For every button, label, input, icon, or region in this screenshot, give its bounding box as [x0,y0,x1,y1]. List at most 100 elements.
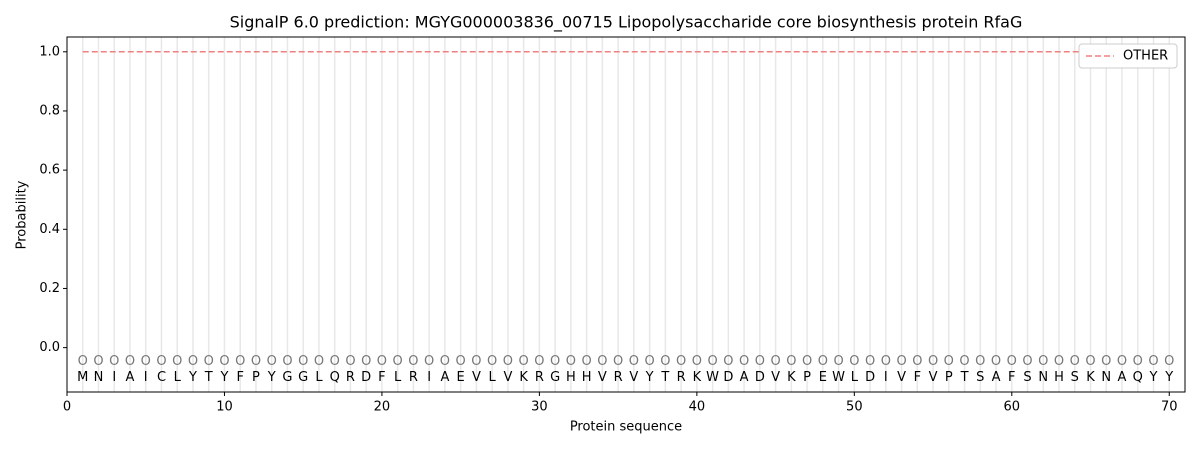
y-tick-label: 0.6 [39,163,60,178]
residue: Y [1149,370,1158,385]
predicted-label: O [896,354,906,369]
residue: L [174,370,182,385]
predicted-label: O [629,354,639,369]
residue: H [1054,370,1064,385]
predicted-label: O [408,354,418,369]
predicted-label: O [645,354,655,369]
predicted-label: O [393,354,403,369]
predicted-label: O [770,354,780,369]
x-tick-label: 50 [846,400,863,415]
predicted-label: O [802,354,812,369]
predicted-label: O [109,354,119,369]
residue: D [865,370,875,385]
residue: V [629,370,638,385]
predicted-label: O [1148,354,1158,369]
residue: S [1071,370,1079,385]
x-axis-label: Protein sequence [570,420,682,435]
predicted-label: O [503,354,513,369]
residue: L [851,370,859,385]
predicted-label: O [377,354,387,369]
residue: H [582,370,592,385]
residue: R [346,370,355,385]
residue: Q [1133,370,1143,385]
residue: V [598,370,607,385]
residue: K [787,370,796,385]
residue: P [252,370,260,385]
residue: R [409,370,418,385]
residue: Y [267,370,276,385]
residue: Y [188,370,197,385]
predicted-label: O [1085,354,1095,369]
residue: E [819,370,827,385]
residue: K [1086,370,1095,385]
predicted-label: O [1054,354,1064,369]
plot-frame [66,36,1186,393]
y-tick-label: 0.4 [39,222,60,237]
residue: P [803,370,811,385]
predicted-label: O [912,354,922,369]
residue: G [298,370,308,385]
residue: I [884,370,888,385]
residue: M [77,370,88,385]
y-tick-label: 0.0 [39,340,60,355]
predicted-label: O [928,354,938,369]
predicted-label: O [172,354,182,369]
predicted-label: O [314,354,324,369]
residue: V [771,370,780,385]
residue: L [489,370,497,385]
predicted-label: O [975,354,985,369]
predicted-label: O [219,354,229,369]
residue: R [535,370,544,385]
predicted-label: O [251,354,261,369]
residue: V [503,370,512,385]
predicted-label: O [456,354,466,369]
predicted-label: O [282,354,292,369]
residue: A [740,370,749,385]
residue: G [282,370,292,385]
predicted-label: O [881,354,891,369]
residue: R [677,370,686,385]
predicted-label: O [156,354,166,369]
predicted-label: O [330,354,340,369]
residue: A [440,370,449,385]
predicted-label: O [78,354,88,369]
residue: W [706,370,719,385]
predicted-label: O [141,354,151,369]
predicted-label: O [487,354,497,369]
predicted-label: O [959,354,969,369]
predicted-label: O [582,354,592,369]
predicted-label: O [833,354,843,369]
predicted-label: O [865,354,875,369]
residue: D [361,370,371,385]
predicted-label: O [1070,354,1080,369]
residue: A [992,370,1001,385]
residue: Y [219,370,228,385]
predicted-label: O [534,354,544,369]
residue: W [832,370,845,385]
x-tick-label: 70 [1161,400,1178,415]
residue: G [550,370,560,385]
chart-title: SignalP 6.0 prediction: MGYG000003836_00… [230,13,1023,33]
y-tick-label: 1.0 [39,44,60,59]
residue: S [976,370,984,385]
residue: A [126,370,135,385]
predicted-label: O [1164,354,1174,369]
predicted-label: O [849,354,859,369]
predicted-label: O [1022,354,1032,369]
predicted-label: O [188,354,198,369]
predicted-label: O [660,354,670,369]
predicted-label: O [1117,354,1127,369]
residue: I [144,370,148,385]
residue: F [378,370,385,385]
residue: L [394,370,402,385]
x-tick-label: 40 [689,400,706,415]
predicted-label: O [991,354,1001,369]
predicted-label: O [1038,354,1048,369]
x-tick-label: 20 [374,400,391,415]
predicted-label: O [204,354,214,369]
residue: V [897,370,906,385]
x-tick-label: 10 [216,400,233,415]
residue: F [236,370,243,385]
predicted-label: O [93,354,103,369]
